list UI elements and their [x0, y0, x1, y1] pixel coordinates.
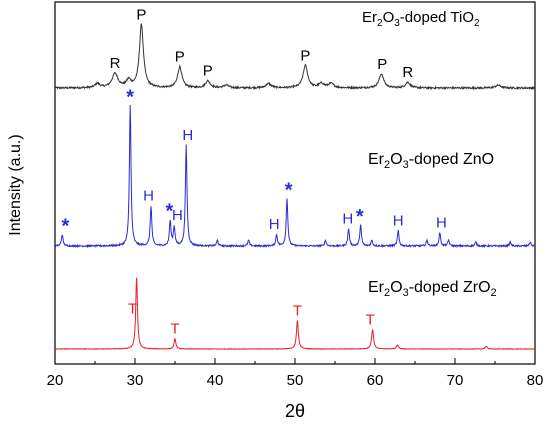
peak-annotation: H	[172, 207, 183, 224]
peak-annotation: R	[402, 64, 413, 81]
peak-annotation: H	[269, 216, 280, 233]
x-tick-label: 40	[207, 372, 224, 389]
x-tick-label: 50	[287, 372, 304, 389]
peak-annotation: H	[143, 188, 154, 205]
series-label: Er2O3-doped ZnO	[368, 151, 494, 171]
peak-annotation: H	[436, 215, 447, 232]
peak-annotation: H	[182, 127, 193, 144]
peak-annotation: R	[110, 55, 121, 72]
trace-layer	[54, 23, 536, 350]
peak-annotation: P	[136, 6, 146, 23]
x-tick-label: 20	[47, 372, 64, 389]
peak-annotation: *	[356, 206, 364, 228]
x-tick-label: 70	[447, 372, 464, 389]
series-label: Er2O3-doped TiO2	[362, 9, 480, 29]
x-tick-label: 30	[127, 372, 144, 389]
peak-annotation: T	[170, 321, 179, 338]
x-axis: 20 30 40 50 60 70 80	[47, 358, 544, 389]
peak-annotation: *	[62, 216, 70, 238]
peak-annotation: P	[300, 47, 310, 64]
x-tick-label: 60	[367, 372, 384, 389]
x-tick-label: 80	[527, 372, 544, 389]
peak-annotation: T	[128, 300, 137, 317]
series-label-layer: Er2O3-doped TiO2 Er2O3-doped ZnO Er2O3-dop…	[362, 9, 497, 299]
peak-annotation: P	[203, 63, 213, 80]
peak-annotation: P	[175, 49, 185, 66]
peak-annotation: *	[166, 201, 174, 223]
x-axis-label: 2θ	[285, 401, 305, 421]
peak-annotation: T	[366, 312, 375, 329]
peak-annotation: *	[126, 86, 134, 108]
series-line	[54, 23, 536, 91]
series-label: Er2O3-doped ZrO2	[368, 279, 497, 299]
series-line	[54, 277, 536, 350]
peak-annotation: T	[293, 302, 302, 319]
peak-annotation: H	[393, 213, 404, 230]
series-line	[54, 104, 536, 249]
y-axis-label: Intensity (a.u.)	[7, 134, 24, 235]
peak-annotation: P	[377, 56, 387, 73]
peak-annotation: *	[285, 179, 293, 201]
peak-annotation: H	[342, 211, 353, 228]
